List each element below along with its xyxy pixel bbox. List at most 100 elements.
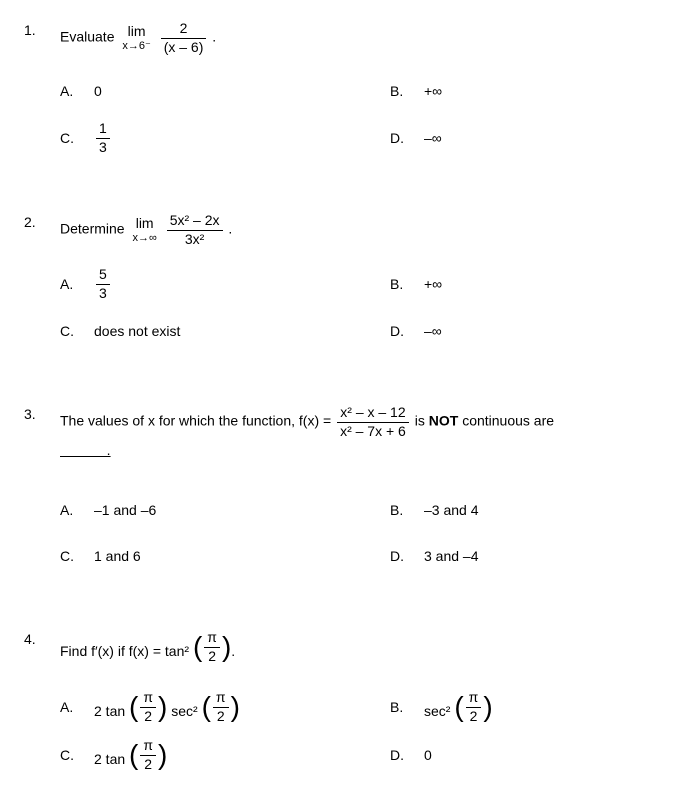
option-value: +∞	[424, 276, 442, 292]
option-value: 5 3	[94, 266, 390, 302]
frac-num: π	[213, 689, 229, 708]
limit-bot: x→∞	[132, 232, 156, 244]
option-letter: B.	[390, 502, 424, 518]
fraction: 5x² – 2x 3x²	[167, 212, 223, 248]
stem-text: The values of x for which the function, …	[60, 413, 331, 429]
frac-num: π	[140, 737, 156, 756]
option-value: 0	[94, 83, 390, 99]
option-letter: C.	[60, 747, 94, 763]
option-value: +∞	[424, 83, 442, 99]
frac-num: 5	[96, 266, 110, 285]
option-a: A. 2 tan π 2 sec² π 2	[60, 689, 390, 725]
option-letter: D.	[390, 548, 424, 564]
stem-dot: .	[231, 643, 235, 659]
frac-den: 2	[213, 708, 229, 726]
option-b: B. +∞	[390, 83, 442, 99]
stem-text: Find f′(x) if f(x) = tan²	[60, 643, 189, 659]
question-stem: Evaluate lim x→6⁻ 2 (x – 6) .	[60, 20, 666, 56]
question-3: 3. The values of x for which the functio…	[24, 404, 666, 573]
option-c: C. 1 3	[60, 120, 390, 156]
frac-den: 2	[204, 648, 220, 666]
fraction: 2 (x – 6)	[161, 20, 207, 56]
options: A. 0 B. +∞ C. 1 3 D. –∞	[60, 74, 666, 156]
option-value: 2 tan π 2	[94, 737, 390, 773]
option-a: A. 0	[60, 83, 390, 99]
option-value: –3 and 4	[424, 502, 479, 518]
option-d: D. 3 and –4	[390, 548, 479, 564]
option-value: sec² π 2	[424, 689, 493, 725]
frac-num: π	[140, 689, 156, 708]
frac-den: 3	[96, 285, 110, 303]
option-value: does not exist	[94, 323, 390, 339]
frac-den: 3x²	[167, 231, 223, 249]
question-stem: Determine lim x→∞ 5x² – 2x 3x² .	[60, 212, 666, 248]
option-d: D. –∞	[390, 323, 442, 339]
option-a: A. –1 and –6	[60, 502, 390, 518]
option-c: C. does not exist	[60, 323, 390, 339]
option-a: A. 5 3	[60, 266, 390, 302]
frac-den: 2	[140, 708, 156, 726]
option-value: 3 and –4	[424, 548, 479, 564]
option-value: 1 and 6	[94, 548, 390, 564]
option-letter: C.	[60, 130, 94, 146]
limit-top: lim	[122, 24, 150, 39]
stem-text: Determine	[60, 221, 125, 237]
option-value: –1 and –6	[94, 502, 390, 518]
frac-num: 1	[96, 120, 110, 139]
option-value: 2 tan π 2 sec² π 2	[94, 689, 390, 725]
limit: lim x→6⁻	[122, 24, 150, 51]
frac-num: 2	[161, 20, 207, 39]
option-letter: C.	[60, 548, 94, 564]
question-4: 4. Find f′(x) if f(x) = tan² π 2 . A. 2 …	[24, 629, 666, 773]
stem-text: continuous are	[462, 413, 554, 429]
frac-num: π	[466, 689, 482, 708]
option-d: D. –∞	[390, 130, 442, 146]
option-letter: A.	[60, 699, 94, 715]
question-2: 2. Determine lim x→∞ 5x² – 2x 3x² . A. 5…	[24, 212, 666, 348]
frac-den: 2	[466, 708, 482, 726]
paren-group: π 2	[129, 689, 167, 725]
frac-num: x² – x – 12	[337, 404, 409, 423]
option-d: D. 0	[390, 747, 432, 763]
question-stem: Find f′(x) if f(x) = tan² π 2 .	[60, 629, 666, 665]
frac-num: 5x² – 2x	[167, 212, 223, 231]
option-letter: A.	[60, 276, 94, 292]
stem-text: Evaluate	[60, 29, 114, 45]
paren-group: π 2	[202, 689, 240, 725]
option-letter: B.	[390, 699, 424, 715]
stem-text: is	[415, 413, 425, 429]
question-number: 2.	[24, 212, 60, 230]
blank-underline: .	[60, 442, 111, 458]
expr-part: 2 tan	[94, 751, 125, 767]
paren-group: π 2	[129, 737, 167, 773]
limit-bot: x→6⁻	[122, 40, 150, 52]
frac-den: 3	[96, 139, 110, 157]
question-number: 1.	[24, 20, 60, 38]
expr-part: 2 tan	[94, 703, 125, 719]
options: A. –1 and –6 B. –3 and 4 C. 1 and 6 D. 3…	[60, 493, 666, 573]
frac-den: (x – 6)	[161, 39, 207, 57]
option-letter: A.	[60, 83, 94, 99]
option-b: B. –3 and 4	[390, 502, 479, 518]
option-value: 1 3	[94, 120, 390, 156]
stem-bold: NOT	[429, 413, 459, 429]
expr-part: sec²	[171, 703, 197, 719]
options: A. 2 tan π 2 sec² π 2	[60, 689, 666, 773]
option-value: –∞	[424, 130, 442, 146]
question-1: 1. Evaluate lim x→6⁻ 2 (x – 6) . A. 0 B.…	[24, 20, 666, 156]
limit: lim x→∞	[132, 216, 156, 243]
option-letter: D.	[390, 747, 424, 763]
frac-den: x² – 7x + 6	[337, 423, 409, 441]
option-b: B. +∞	[390, 276, 442, 292]
stem-dot: .	[212, 29, 216, 45]
option-c: C. 2 tan π 2	[60, 737, 390, 773]
options: A. 5 3 B. +∞ C. does not exist D. –∞	[60, 266, 666, 348]
frac-num: π	[204, 629, 220, 648]
stem-dot: .	[228, 221, 232, 237]
option-letter: B.	[390, 276, 424, 292]
question-stem: The values of x for which the function, …	[60, 404, 666, 461]
option-letter: D.	[390, 130, 424, 146]
frac-den: 2	[140, 756, 156, 774]
option-letter: C.	[60, 323, 94, 339]
question-number: 3.	[24, 404, 60, 422]
